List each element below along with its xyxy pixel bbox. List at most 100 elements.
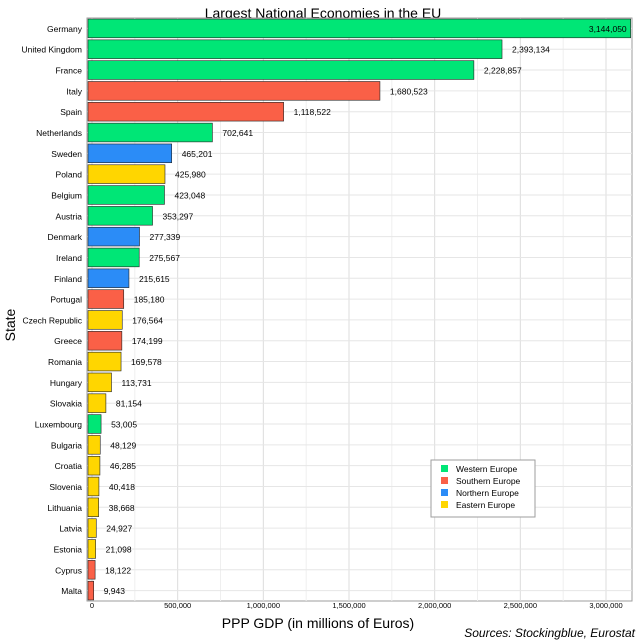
bar-value-label: 176,564 bbox=[132, 315, 163, 325]
bar-value-label: 1,118,522 bbox=[294, 107, 331, 117]
bar-value-label: 702,641 bbox=[222, 128, 253, 138]
legend-box bbox=[430, 459, 536, 518]
bar bbox=[87, 351, 122, 372]
legend-label: Southern Europe bbox=[456, 476, 521, 486]
bar-value-label: 3,144,050 bbox=[589, 24, 627, 34]
y-tick-label: United Kingdom bbox=[22, 45, 82, 55]
bar bbox=[87, 143, 173, 164]
bar-value-label: 113,731 bbox=[121, 378, 151, 388]
y-tick-label: Greece bbox=[54, 336, 82, 346]
bar-value-label: 46,285 bbox=[110, 461, 136, 471]
bar bbox=[87, 476, 100, 497]
bar-value-label: 18,122 bbox=[105, 565, 131, 575]
x-axis-title: PPP GDP (in millions of Euros) bbox=[222, 615, 414, 631]
bar bbox=[87, 206, 153, 226]
y-tick-label: Lithuania bbox=[47, 503, 82, 513]
y-tick-label: Sweden bbox=[51, 149, 82, 159]
gridlines bbox=[87, 18, 632, 601]
y-tick-label: Denmark bbox=[48, 232, 83, 242]
bar bbox=[87, 435, 101, 455]
bar-value-label: 38,668 bbox=[109, 503, 135, 513]
legend-swatch bbox=[441, 489, 448, 496]
bar bbox=[87, 268, 130, 288]
y-tick-label: Slovenia bbox=[49, 482, 82, 492]
bar bbox=[87, 102, 284, 122]
bar-value-label: 2,228,857 bbox=[484, 66, 522, 76]
y-tick-label: Belgium bbox=[51, 190, 82, 200]
bar-value-label: 53,005 bbox=[111, 420, 137, 430]
bar bbox=[87, 372, 112, 393]
y-tick-label: Finland bbox=[54, 274, 82, 284]
bars bbox=[87, 18, 631, 601]
bar bbox=[87, 539, 96, 559]
y-tick-label: Austria bbox=[56, 211, 83, 221]
bar bbox=[87, 226, 140, 247]
bar bbox=[87, 455, 101, 476]
y-tick-label: Italy bbox=[66, 86, 82, 96]
chart-title: Largest National Economies in the EU bbox=[205, 5, 442, 21]
x-tick-labels: 0 500,000 1,000,000 1,500,000 2,000,000 2,500… bbox=[90, 601, 623, 610]
bar bbox=[87, 18, 631, 39]
y-tick-label: Romania bbox=[48, 357, 82, 367]
bar-value-label: 2,393,134 bbox=[512, 45, 550, 55]
bar bbox=[87, 497, 99, 517]
bar bbox=[87, 247, 140, 268]
x-tick-label: 1,500,000 bbox=[332, 601, 365, 610]
y-tick-label: Poland bbox=[56, 170, 83, 180]
x-tick-label: 500,000 bbox=[164, 601, 191, 610]
bar-value-label: 277,339 bbox=[150, 232, 181, 242]
bar bbox=[87, 518, 97, 538]
y-tick-label: Germany bbox=[47, 24, 83, 34]
x-tick-label: 0 bbox=[90, 601, 94, 610]
bar bbox=[87, 122, 213, 143]
bar bbox=[87, 185, 165, 205]
legend-swatch bbox=[441, 465, 448, 472]
bar-value-label: 48,129 bbox=[110, 440, 136, 450]
source-note: Sources: Stockingblue, Eurostat bbox=[464, 626, 635, 640]
y-tick-label: Estonia bbox=[54, 544, 83, 554]
y-tick-label: Cyprus bbox=[55, 565, 82, 575]
legend-label: Western Europe bbox=[456, 464, 518, 474]
bar-value-label: 169,578 bbox=[131, 357, 162, 367]
y-tick-label: France bbox=[56, 66, 83, 76]
bar bbox=[87, 414, 102, 434]
legend-swatch bbox=[441, 501, 448, 508]
legend-label: Eastern Europe bbox=[456, 500, 515, 510]
bar-value-label: 423,048 bbox=[174, 190, 205, 200]
bar bbox=[87, 60, 475, 80]
bar bbox=[87, 331, 123, 351]
y-tick-label: Bulgaria bbox=[51, 440, 82, 450]
x-tick-label: 3,000,000 bbox=[589, 601, 622, 610]
bar-value-label: 24,927 bbox=[106, 524, 132, 534]
bar bbox=[87, 39, 503, 59]
y-tick-label: Netherlands bbox=[36, 128, 82, 138]
bar-value-label: 465,201 bbox=[182, 149, 213, 159]
bar-value-label: 353,297 bbox=[163, 211, 194, 221]
bar bbox=[87, 289, 125, 309]
bar-value-label: 40,418 bbox=[109, 482, 135, 492]
bar-value-label: 9,943 bbox=[104, 586, 126, 596]
bar-value-label: 185,180 bbox=[134, 295, 165, 305]
bar bbox=[87, 310, 123, 330]
y-tick-label: Hungary bbox=[50, 378, 83, 388]
x-tick-label: 1,000,000 bbox=[247, 601, 280, 610]
x-tick-label: 2,500,000 bbox=[504, 601, 537, 610]
y-tick-label: Portugal bbox=[50, 295, 82, 305]
legend-label: Northern Europe bbox=[456, 488, 519, 498]
value-labels: 3,144,050 2,393,134 2,228,857 1,680,523 1,11… bbox=[104, 24, 627, 596]
y-tick-label: Malta bbox=[61, 586, 82, 596]
y-tick-label: Luxembourg bbox=[35, 420, 83, 430]
legend: Western Europe Southern Europe Northern Eu… bbox=[430, 459, 536, 518]
bar-value-label: 81,154 bbox=[116, 399, 142, 409]
y-tick-label: Slovakia bbox=[50, 399, 82, 409]
y-tick-label: Latvia bbox=[59, 524, 82, 534]
y-tick-labels: Germany United Kingdom France Italy Spain Net… bbox=[22, 24, 83, 596]
bar bbox=[87, 393, 107, 413]
bar bbox=[87, 580, 95, 601]
bar-value-label: 21,098 bbox=[106, 544, 132, 554]
bar-value-label: 174,199 bbox=[132, 336, 163, 346]
bar bbox=[87, 164, 166, 184]
bar-value-label: 215,615 bbox=[139, 274, 170, 284]
y-tick-label: Croatia bbox=[55, 461, 83, 471]
